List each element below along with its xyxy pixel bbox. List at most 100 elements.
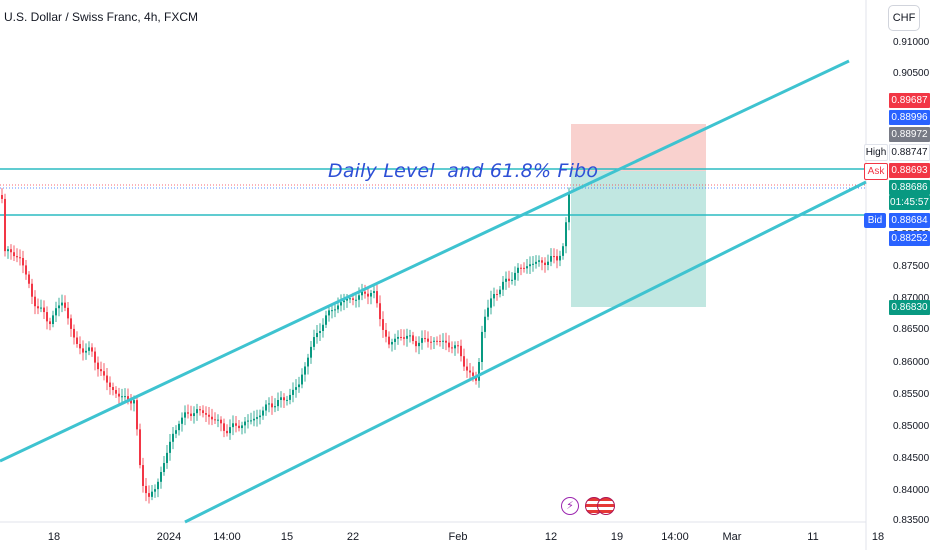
price-axis-label: 0.90500 [893,68,930,79]
stop-loss-zone [571,124,706,171]
candle-body [313,337,315,347]
candle-body [289,394,291,400]
channel-lower-line [184,180,867,524]
candle-body [379,303,381,320]
time-axis-label: 2024 [157,531,181,543]
candle-body [565,222,567,247]
last-price-badge: 0.88686 [889,180,930,195]
candle-body [274,406,276,408]
price-axis-label: 0.84500 [893,453,930,464]
candle-body [250,420,252,422]
candle-body [256,417,258,419]
candle-body [490,298,492,308]
candle-body [370,292,372,297]
candle-body [472,372,474,376]
candle-body [496,294,498,296]
chart-annotation-text[interactable]: Daily Level and 61.8% Fibo [328,160,599,182]
candle-body [373,291,375,293]
candle-body [358,295,360,300]
candle-body [106,375,108,383]
candle-body [64,302,66,308]
candle-body [493,294,495,299]
candle-body [241,425,243,429]
candle-body [55,308,57,316]
candle-body [382,319,384,330]
candle-body [43,307,45,313]
candle-body [118,393,120,397]
candle-body [328,310,330,316]
symbol-title[interactable]: U.S. Dollar / Swiss Franc, 4h, FXCM [4,10,199,24]
candle-body [385,329,387,337]
candle-body [451,347,453,349]
candle-body [409,335,411,337]
stop-price-badge: 0.89687 [889,93,930,108]
candle-body [70,318,72,329]
candle-body [280,397,282,401]
candle-body [295,387,297,390]
candle-body [115,390,117,394]
candle-body [190,413,192,417]
time-axis-label: 18 [872,531,884,543]
candle-body [1,195,3,199]
candle-body [448,342,450,348]
position-zones [571,124,706,307]
candle-body [46,312,48,322]
candle-body [133,400,135,404]
candle-body [232,423,234,428]
candle-body [154,489,156,492]
candle-body [427,338,429,342]
candle-body [211,416,213,420]
candle-body [28,274,30,284]
candle-body [469,370,471,373]
candle-body [22,257,24,266]
candle-body [364,291,366,294]
candle-body [553,256,555,258]
candle-body [94,351,96,363]
ask-price-badge: 0.88693 [889,163,930,178]
candle-body [145,485,147,494]
trend-channel [0,59,867,524]
candle-body [85,350,87,353]
candle-body [40,307,42,309]
candle-body [292,389,294,395]
candle-body [112,387,114,391]
candle-body [244,421,246,426]
candle-body [355,299,357,301]
candle-body [220,419,222,424]
candle-body [463,356,465,367]
candle-body [226,430,228,434]
candle-body [502,281,504,290]
candle-body [403,337,405,339]
time-axis-label: 14:00 [213,531,241,543]
candle-body [319,330,321,334]
candle-body [103,371,105,376]
candle-body [52,315,54,325]
candle-body [25,265,27,275]
candle-body [172,433,174,442]
candle-body [415,341,417,347]
candle-body [121,396,123,398]
candle-body [34,296,36,307]
candle-body [457,345,459,347]
candle-body [148,493,150,497]
candle-body [4,198,6,252]
candle-body [352,298,354,300]
candle-body [394,338,396,342]
candle-body [91,347,93,352]
candle-body [325,315,327,325]
candle-body [151,491,153,497]
us-flag-icon-2[interactable] [597,497,615,515]
currency-button[interactable]: CHF [888,5,920,31]
candle-body [223,423,225,431]
candle-body [157,481,159,490]
price-badge-2: 0.88972 [889,127,930,142]
bid-price-badge: 0.88684 [889,213,930,228]
lightning-icon[interactable]: ⚡ [561,497,579,515]
candle-body [523,267,525,269]
candle-body [277,400,279,407]
price-axis-label: 0.91000 [893,37,930,48]
candle-body [175,430,177,434]
candle-body [388,336,390,345]
candle-body [508,278,510,281]
